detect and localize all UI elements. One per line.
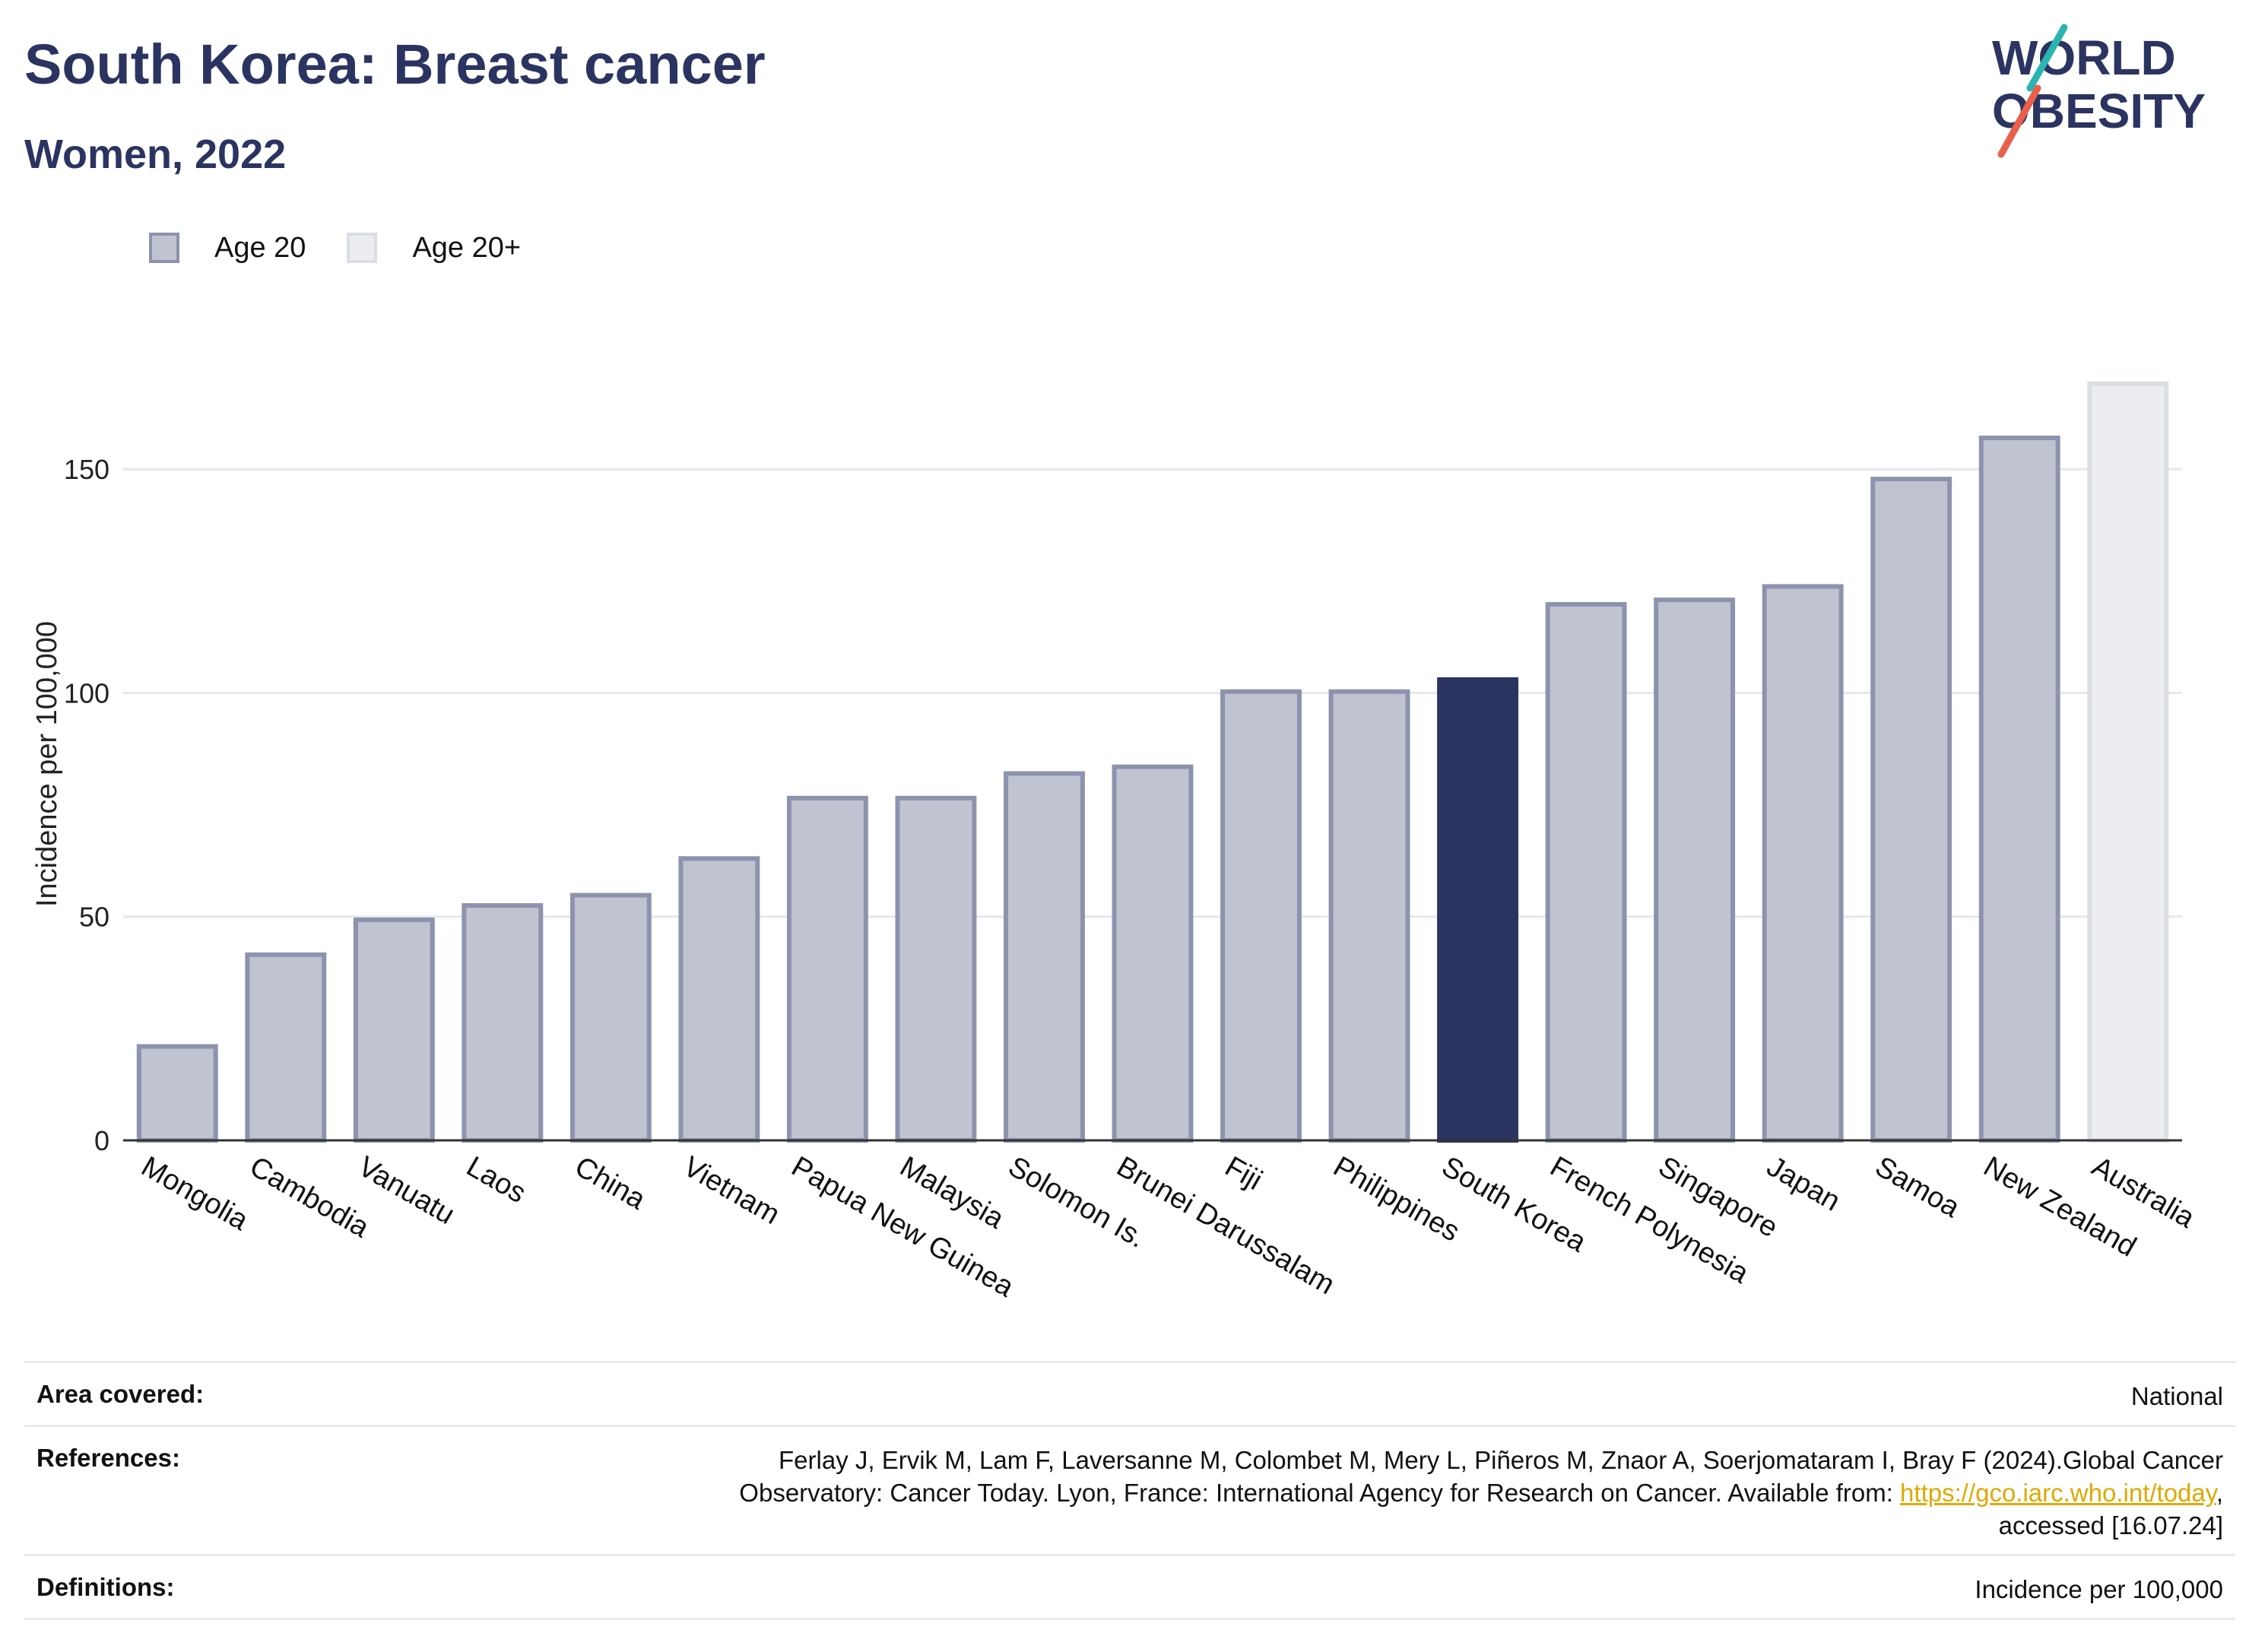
bar-papua-new-guinea[interactable] (786, 795, 868, 1143)
y-tick-label: 50 (79, 902, 109, 933)
bar-australia[interactable] (2087, 381, 2169, 1143)
info-row-references: References: Ferlay J, Ervik M, Lam F, La… (24, 1425, 2235, 1554)
info-row-definitions: Definitions: Incidence per 100,000 (24, 1554, 2235, 1620)
info-key-area: Area covered: (36, 1380, 205, 1408)
x-tick-label: Laos (461, 1150, 531, 1210)
bar-french-polynesia[interactable] (1545, 601, 1627, 1143)
reference-link[interactable]: https://gco.iarc.who.int/today (1900, 1479, 2216, 1507)
bar-chart: 0 50 100 150 Incidence per 100,000 MongoliaCa… (31, 381, 2200, 1304)
bar-fiji[interactable] (1220, 689, 1302, 1143)
reference-accessed: , accessed [16.07.24] (1998, 1479, 2223, 1539)
x-tick-label: Vietnam (677, 1150, 785, 1231)
bar-singapore[interactable] (1654, 598, 1736, 1143)
x-tick-label: China (569, 1150, 652, 1216)
x-tick-label: Japan (1762, 1150, 1846, 1217)
legend-swatch-age20plus (347, 233, 378, 263)
legend-label-age20plus: Age 20+ (412, 231, 522, 264)
bar-mongolia[interactable] (136, 1044, 218, 1143)
logo-line-world: WORLD (1992, 30, 2176, 85)
legend-swatch-age20 (149, 233, 179, 263)
info-key-definitions: Definitions: (36, 1573, 175, 1601)
info-val-area: National (2130, 1382, 2223, 1410)
bar-malaysia[interactable] (895, 795, 977, 1143)
legend-item-age20plus[interactable]: Age 20+ (347, 232, 521, 265)
bar-samoa[interactable] (1870, 477, 1952, 1143)
x-tick-label: French Polynesia (1545, 1150, 1755, 1290)
bar-philippines[interactable] (1328, 689, 1410, 1143)
y-tick-label: 150 (64, 454, 109, 485)
info-key-references: References: (36, 1444, 180, 1472)
bar-japan[interactable] (1762, 584, 1844, 1143)
x-tick-label: Samoa (1870, 1150, 1965, 1224)
y-axis-title: Incidence per 100,000 (31, 621, 63, 907)
world-obesity-logo: WORLD OBESITY (1992, 24, 2206, 158)
bar-china[interactable] (569, 893, 652, 1143)
logo-slash-teal (2026, 24, 2068, 92)
x-tick-label: Cambodia (244, 1150, 375, 1244)
reference-text: Ferlay J, Ervik M, Lam F, Laversanne M, … (739, 1446, 2223, 1507)
x-tick-label: Fiji (1220, 1150, 1267, 1197)
logo-slash-coral (1997, 84, 2041, 158)
bar-cambodia[interactable] (245, 952, 327, 1143)
chart-legend: Age 20 Age 20+ (149, 225, 562, 271)
bar-solomon-is[interactable] (1004, 771, 1085, 1143)
bar-south-korea[interactable] (1437, 677, 1519, 1143)
bar-vietnam[interactable] (678, 856, 760, 1143)
y-tick-label: 0 (94, 1125, 109, 1156)
info-val-definitions: Incidence per 100,000 (1975, 1575, 2223, 1603)
info-table: Area covered: National References: Ferla… (24, 1361, 2235, 1620)
page-title: South Korea: Breast cancer (24, 33, 766, 96)
info-row-area: Area covered: National (24, 1361, 2235, 1425)
x-tick-label: Mongolia (136, 1150, 254, 1237)
bar-laos[interactable] (462, 903, 544, 1143)
bar-vanuatu[interactable] (353, 917, 435, 1143)
legend-label-age20: Age 20 (214, 231, 306, 264)
bar-new-zealand[interactable] (1978, 436, 2060, 1143)
bar-brunei-darussalam[interactable] (1112, 764, 1194, 1143)
legend-item-age20[interactable]: Age 20 (149, 232, 306, 265)
y-tick-label: 100 (64, 677, 109, 709)
info-val-references: Ferlay J, Ervik M, Lam F, Laversanne M, … (642, 1444, 2223, 1542)
page-subtitle: Women, 2022 (24, 132, 287, 177)
